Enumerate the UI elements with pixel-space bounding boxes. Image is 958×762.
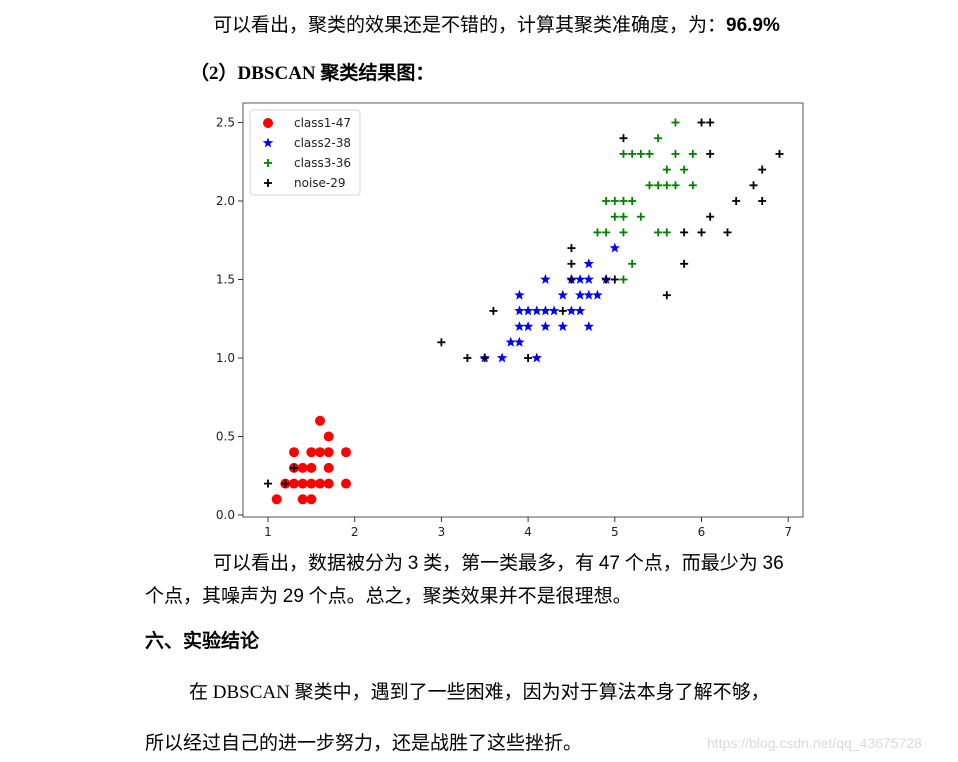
- x-tick-label: 2: [351, 525, 359, 539]
- series-noise-29: [264, 118, 784, 488]
- legend-entry: class2-38: [294, 136, 351, 150]
- y-tick-label: 1.0: [216, 351, 235, 365]
- accuracy-value: 96.9%: [726, 15, 780, 36]
- y-tick-label: 0.0: [216, 508, 235, 522]
- x-tick-label: 3: [438, 525, 446, 539]
- legend-entry: class1-47: [294, 116, 351, 130]
- class-count: 3: [407, 553, 419, 574]
- accuracy-sentence: 可以看出，聚类的效果还是不错的，计算其聚类准确度，为：: [213, 15, 727, 36]
- paragraph-conclusion-line1: 在 DBSCAN 聚类中，遇到了一些困难，因为对于算法本身了解不够，: [189, 682, 770, 703]
- noise-point-count: 29: [282, 586, 304, 607]
- series-class3-36: [593, 118, 697, 284]
- max-point-count: 47: [598, 553, 620, 574]
- y-tick-label: 2.0: [216, 194, 235, 208]
- x-tick-label: 4: [524, 525, 532, 539]
- x-tick-label: 6: [698, 525, 706, 539]
- summary-text: 可以看出，数据被分为: [213, 553, 408, 574]
- legend-entry: class3-36: [294, 156, 351, 170]
- paragraph-summary-line2: 个点，其噪声为 29 个点。总之，聚类效果并不是很理想。: [145, 585, 632, 609]
- summary-text: 个点，其噪声为: [145, 586, 283, 607]
- y-tick-label: 2.5: [216, 116, 235, 130]
- data-points: [264, 118, 784, 505]
- section-number: （2）: [190, 63, 238, 84]
- paragraph-conclusion-line2: 所以经过自己的进一步努力，还是战胜了这些挫折。: [145, 733, 583, 754]
- watermark: https://blog.csdn.net/qq_43675728: [707, 735, 922, 751]
- x-tick-label: 1: [264, 525, 272, 539]
- summary-text: 类，第一类最多，有: [418, 553, 599, 574]
- min-point-count: 36: [762, 553, 784, 574]
- section-heading-conclusion: 六、实验结论: [145, 631, 260, 652]
- y-axis-ticks: 0.0 0.5 1.0 1.5 2.0 2.5: [216, 116, 243, 522]
- legend-entry: noise-29: [294, 176, 346, 190]
- y-tick-label: 0.5: [216, 430, 235, 444]
- paragraph-accuracy: 可以看出，聚类的效果还是不错的，计算其聚类准确度，为：96.9%: [213, 14, 780, 38]
- chart-legend: class1-47 class2-38 class3-36 noise-29: [249, 109, 361, 196]
- summary-text: 个点，而最少为: [620, 553, 763, 574]
- y-tick-label: 1.5: [216, 273, 235, 287]
- series-class1-47: [271, 415, 352, 505]
- x-tick-label: 5: [611, 525, 619, 539]
- section-heading-dbscan: （2）DBSCAN 聚类结果图：: [190, 62, 434, 86]
- paragraph-summary-line1: 可以看出，数据被分为 3 类，第一类最多，有 47 个点，而最少为 36: [213, 552, 784, 576]
- x-axis-ticks: 1 2 3 4 5 6 7: [264, 517, 792, 539]
- section-title: DBSCAN 聚类结果图：: [237, 63, 435, 84]
- x-tick-label: 7: [784, 525, 792, 539]
- summary-text: 个点。总之，聚类效果并不是很理想。: [303, 586, 632, 607]
